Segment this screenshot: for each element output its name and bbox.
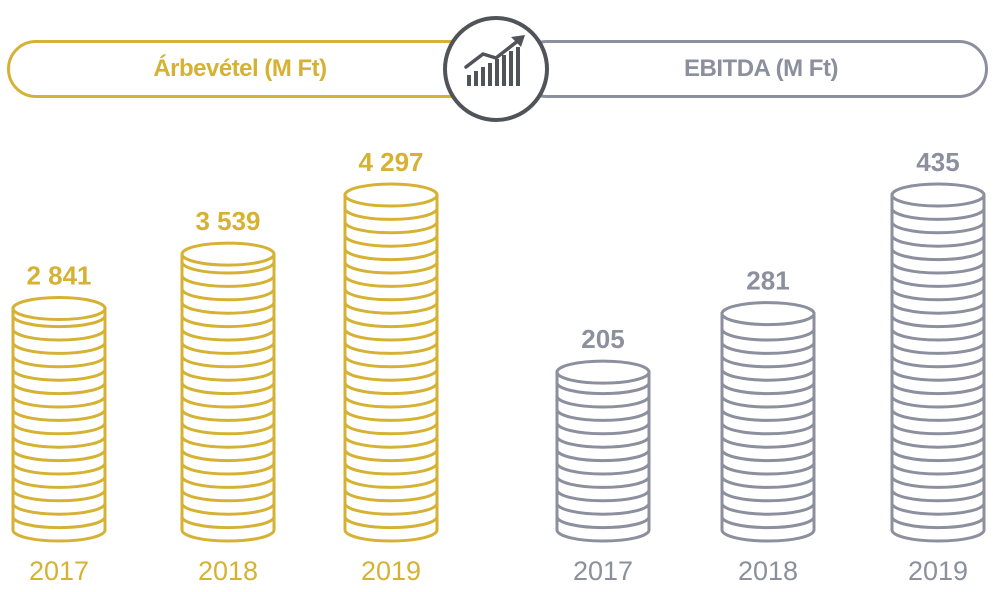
- revenue-header: Árbevétel (M Ft): [7, 40, 477, 98]
- value-label: 205: [581, 324, 624, 354]
- value-label: 4 297: [358, 147, 423, 177]
- year-label: 2017: [29, 556, 89, 586]
- ebitda-title: EBITDA (M Ft): [684, 55, 838, 82]
- revenue-title: Árbevétel (M Ft): [153, 55, 327, 82]
- value-label: 281: [746, 266, 789, 296]
- value-label: 2 841: [26, 261, 91, 291]
- growth-chart-icon: [443, 16, 549, 122]
- year-label: 2018: [198, 556, 258, 586]
- value-label: 3 539: [195, 206, 260, 236]
- ebitda-header: EBITDA (M Ft): [518, 40, 988, 98]
- coin-stack-1-2018: [720, 301, 816, 543]
- value-label: 435: [916, 147, 959, 177]
- year-label: 2019: [361, 556, 421, 586]
- coin-stack-1-2017: [555, 359, 651, 543]
- coin-stack-0-2018: [180, 241, 276, 543]
- coin-stack-1-2019: [890, 182, 986, 543]
- coin-stack-0-2017: [11, 296, 107, 543]
- year-label: 2017: [573, 556, 633, 586]
- year-label: 2018: [738, 556, 798, 586]
- year-label: 2019: [908, 556, 968, 586]
- coin-stack-0-2019: [343, 182, 439, 543]
